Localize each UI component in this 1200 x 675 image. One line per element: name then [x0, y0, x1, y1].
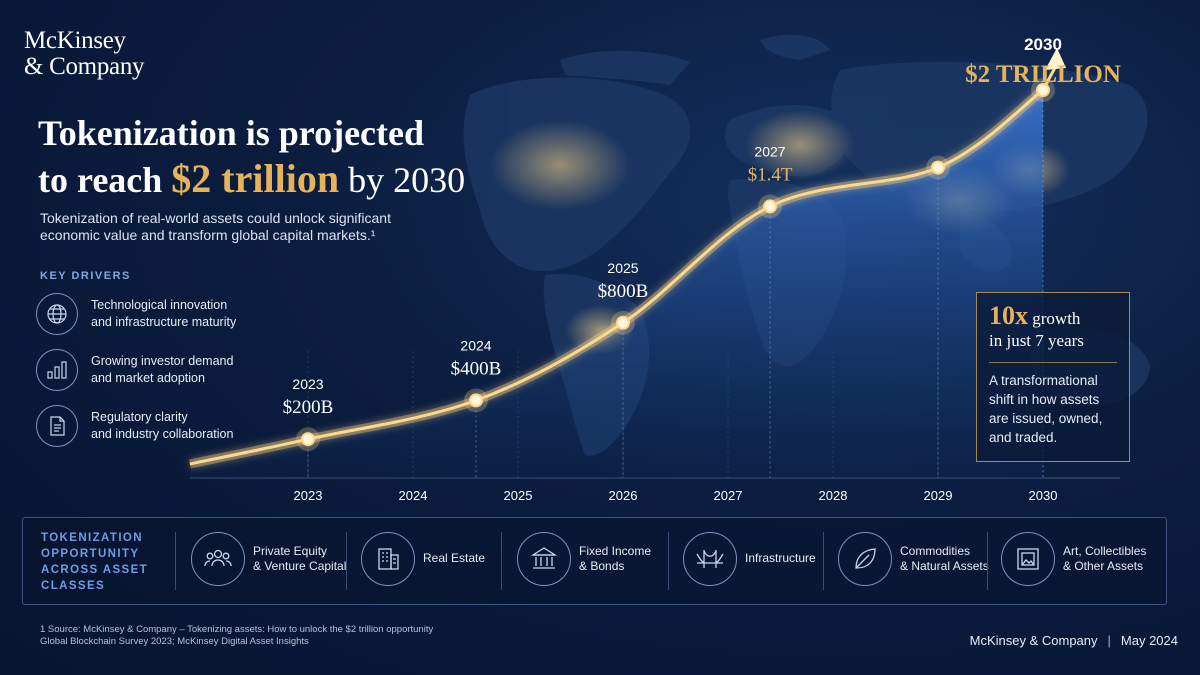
title-line-2: to reach $2 trillion by 2030 — [38, 156, 465, 203]
driver-label: Growing investor demand and market adopt… — [91, 353, 321, 387]
x-tick-label: 2029 — [924, 488, 953, 503]
bridge-icon — [683, 532, 737, 586]
footnote-line-2: Global Blockchain Survey 2023; McKinsey … — [40, 636, 309, 647]
data-point — [931, 160, 945, 175]
x-tick-label: 2027 — [714, 488, 743, 503]
driver-item-regulatory: Regulatory clarity and industry collabor… — [36, 405, 326, 447]
data-label-value: $1.4T — [748, 164, 793, 185]
callout-headline-1: growth — [1032, 309, 1081, 328]
data-label-value: $800B — [598, 281, 649, 302]
data-label-year: 2023 — [292, 376, 323, 392]
asset-line-2: & Natural Assets — [900, 559, 989, 573]
brand-line-2: & Company — [24, 53, 145, 80]
data-label-value: $200B — [283, 397, 334, 418]
data-label-year: 2030 — [1024, 35, 1062, 54]
callout-headline-2: in just 7 years — [989, 331, 1084, 350]
footer-date: May 2024 — [1120, 633, 1178, 648]
asset-line-2: & Venture Capital — [253, 559, 347, 573]
callout-headline: 10x growth in just 7 years — [989, 303, 1117, 352]
x-tick-label: 2030 — [1029, 488, 1058, 503]
data-label-value: $400B — [451, 358, 502, 379]
title-part-2: to reach — [38, 160, 172, 200]
title-part-3: by 2030 — [339, 160, 466, 200]
asset-label: Fixed Income & Bonds — [579, 544, 689, 574]
page-title: Tokenization is projected to reach $2 tr… — [38, 110, 465, 203]
footer: McKinsey & Company | May 2024 — [970, 633, 1178, 648]
document-icon — [36, 405, 78, 447]
driver-label: Technological innovation and infrastruct… — [91, 297, 321, 331]
x-tick-label: 2025 — [504, 488, 533, 503]
driver-line-2: and market adoption — [91, 371, 205, 385]
data-label-year: 2025 — [607, 260, 638, 276]
asset-line-2: & Other Assets — [1063, 559, 1144, 573]
data-label-year: 2024 — [460, 337, 491, 353]
picture-frame-icon — [1001, 532, 1055, 586]
leaf-icon — [838, 532, 892, 586]
asset-line-1: Fixed Income — [579, 544, 652, 558]
asset-label: Infrastructure — [745, 551, 855, 566]
title-line-1: Tokenization is projected — [38, 113, 425, 153]
area-fill — [190, 90, 1043, 478]
bank-icon — [517, 532, 571, 586]
callout-body: A transformational shift in how assets a… — [989, 373, 1103, 445]
asset-line-1: Art, Collectibles — [1063, 544, 1147, 558]
callout-divider — [989, 362, 1117, 363]
asset-line-2: & Bonds — [579, 559, 625, 573]
x-tick-label: 2023 — [294, 488, 323, 503]
asset-line-1: Real Estate — [423, 551, 486, 565]
page-subtitle: Tokenization of real-world assets could … — [40, 210, 391, 243]
driver-line-2: and infrastructure maturity — [91, 315, 237, 329]
people-icon — [191, 532, 245, 586]
footer-separator: | — [1107, 633, 1111, 648]
data-point — [469, 393, 483, 408]
asset-line-1: Commodities — [900, 544, 971, 558]
growth-chart: 2023 $200B 2024 $400B 2025 $800B 2027 $1.4T 2030… — [189, 35, 1121, 503]
driver-label: Regulatory clarity and industry collabor… — [91, 409, 321, 443]
driver-line-1: Regulatory clarity — [91, 410, 188, 424]
data-point — [763, 199, 777, 214]
globe-icon — [36, 293, 78, 335]
asset-label: Private Equity & Venture Capital — [253, 544, 363, 574]
asset-line-1: Private Equity — [253, 544, 328, 558]
brand-logo: McKinsey & Company — [24, 27, 145, 80]
footnote-line-1: 1 Source: McKinsey & Company – Tokenizin… — [40, 624, 434, 635]
divider — [175, 532, 176, 590]
asset-label: Art, Collectibles & Other Assets — [1063, 544, 1173, 574]
footnote: 1 Source: McKinsey & Company – Tokenizin… — [40, 624, 600, 648]
callout-multiplier: 10x — [989, 301, 1028, 330]
driver-item-technology: Technological innovation and infrastruct… — [36, 293, 326, 335]
building-icon — [361, 532, 415, 586]
asset-label: Real Estate — [423, 551, 533, 566]
x-tick-label: 2026 — [609, 488, 638, 503]
footer-brand: McKinsey & Company — [969, 633, 1098, 648]
driver-line-1: Technological innovation — [91, 298, 228, 312]
growth-callout: 10x growth in just 7 years A transformat… — [976, 292, 1130, 462]
divider — [823, 532, 824, 590]
data-point — [1036, 83, 1050, 97]
data-label-year: 2027 — [754, 143, 785, 159]
driver-line-2: and industry collaboration — [91, 427, 234, 441]
divider — [346, 532, 347, 590]
driver-item-investor-demand: Growing investor demand and market adopt… — [36, 349, 326, 391]
asset-label: Commodities & Natural Assets — [900, 544, 1010, 574]
divider — [987, 532, 988, 590]
data-point — [301, 432, 315, 447]
title-highlight: $2 trillion — [171, 156, 340, 201]
arrow-head — [1045, 48, 1066, 70]
asset-line-1: Infrastructure — [745, 551, 816, 565]
driver-line-1: Growing investor demand — [91, 354, 234, 368]
bar-chart-icon — [36, 349, 78, 391]
x-tick-label: 2024 — [399, 488, 428, 503]
brand-line-1: McKinsey — [24, 27, 126, 54]
asset-classes-heading: TOKENIZATION OPPORTUNITY ACROSS ASSET CL… — [41, 532, 149, 592]
divider — [668, 532, 669, 590]
divider — [501, 532, 502, 590]
data-point — [616, 315, 630, 330]
data-label-value: $2 TRILLION — [965, 61, 1121, 88]
x-tick-label: 2028 — [819, 488, 848, 503]
key-drivers-heading: KEY DRIVERS — [40, 270, 131, 282]
asset-classes-panel: TOKENIZATION OPPORTUNITY ACROSS ASSET CL… — [22, 517, 1167, 605]
